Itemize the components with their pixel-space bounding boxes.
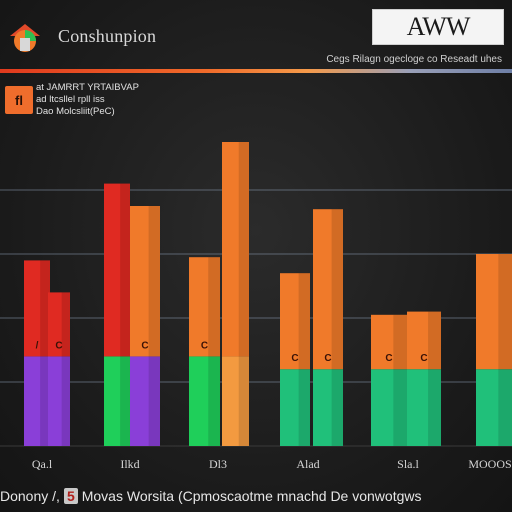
bar-4-lower xyxy=(189,356,220,446)
bar-2 xyxy=(104,183,130,446)
bar-1: C xyxy=(48,292,70,446)
bar-10-upper xyxy=(476,254,512,370)
bar-8-shade xyxy=(393,314,407,446)
bar-4-upper xyxy=(189,257,220,357)
bar-1-upper xyxy=(48,292,70,357)
bar-10-shade xyxy=(498,254,512,446)
bar-5-shade xyxy=(238,142,249,446)
bar-9: C xyxy=(407,311,441,446)
bar-9-shade xyxy=(428,311,441,446)
legend-swatch: fl xyxy=(5,86,33,114)
bar-9-label: C xyxy=(420,353,427,364)
subtitle: Cegs Rilagn ogecloge co Reseadt uhes xyxy=(326,54,502,65)
legend: at JAMRRT YRTAIBVAP ad ltcsllel rpll iss… xyxy=(36,82,139,118)
bar-10-lower xyxy=(476,369,512,446)
bar-0-shade xyxy=(40,260,50,446)
footer-caption: Donony /, 5 Movas Worsita (Cpmoscaotme mna… xyxy=(0,488,512,504)
x-tick-label-3: Alad xyxy=(296,457,319,471)
x-tick-label-0: Qa.l xyxy=(32,457,53,471)
legend-line-1: at JAMRRT YRTAIBVAP xyxy=(36,82,139,93)
legend-line-2: ad ltcsllel rpll iss xyxy=(36,94,105,105)
bar-4-label: C xyxy=(201,340,208,351)
bar-7: C xyxy=(313,209,343,446)
bar-3-upper xyxy=(130,206,160,357)
bar-2-upper xyxy=(104,183,130,357)
bar-4-shade xyxy=(208,257,220,446)
bar-3-label: C xyxy=(141,340,148,351)
bar-9-lower xyxy=(407,369,441,446)
page-title: Conshunpion xyxy=(58,26,157,46)
bar-7-label: C xyxy=(324,353,331,364)
bar-1-shade xyxy=(61,292,70,446)
bar-1-lower xyxy=(48,356,70,446)
bar-0: / xyxy=(24,260,50,446)
accent-divider xyxy=(0,69,512,73)
bar-5-lower xyxy=(222,356,249,446)
x-tick-label-2: Dl3 xyxy=(209,457,227,471)
bar-3-shade xyxy=(148,206,160,446)
bar-2-lower xyxy=(104,356,130,446)
footer-right: Movas Worsita (Cpmoscaotme mnachd De von… xyxy=(81,488,422,504)
x-tick-label-5: MOOOS xyxy=(468,457,511,471)
bar-3: C xyxy=(130,206,160,446)
brand-logo: AWW xyxy=(372,9,504,45)
bar-8-label: C xyxy=(385,353,392,364)
bar-1-label: C xyxy=(55,340,62,351)
bar-8-upper xyxy=(371,314,407,370)
bar-7-shade xyxy=(331,209,343,446)
bar-9-upper xyxy=(407,311,441,370)
bar-5 xyxy=(222,142,249,446)
bar-7-lower xyxy=(313,369,343,446)
x-tick-label-1: Ilkd xyxy=(120,457,139,471)
bar-6-lower xyxy=(280,369,310,446)
bar-6-upper xyxy=(280,273,310,370)
bar-6-shade xyxy=(298,273,310,446)
bar-0-lower xyxy=(24,356,50,446)
legend-swatch-text: fl xyxy=(15,92,23,108)
bar-5-upper xyxy=(222,142,249,357)
bar-8-lower xyxy=(371,369,407,446)
bar-0-upper xyxy=(24,260,50,357)
footer-left: Donony /, xyxy=(0,488,60,504)
bar-6-label: C xyxy=(291,353,298,364)
logo-icon xyxy=(10,24,40,52)
bar-7-upper xyxy=(313,209,343,370)
bar-6: C xyxy=(280,273,310,446)
bar-3-lower xyxy=(130,356,160,446)
bar-10 xyxy=(476,254,512,446)
bar-8: C xyxy=(371,314,407,446)
footer-badge: 5 xyxy=(63,488,78,504)
legend-line-3: Dao Molcsliit(PeC) xyxy=(36,106,115,117)
bar-2-shade xyxy=(120,183,130,446)
bar-4: C xyxy=(189,257,220,446)
bar-0-label: / xyxy=(36,340,39,351)
x-tick-label-4: Sla.l xyxy=(397,457,419,471)
